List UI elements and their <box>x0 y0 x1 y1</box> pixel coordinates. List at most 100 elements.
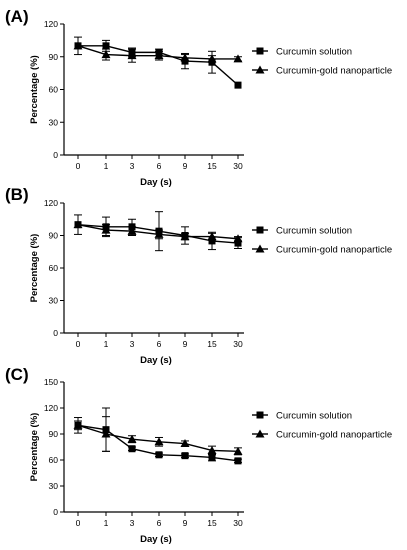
data-point <box>180 53 190 62</box>
legend-label: Curcumin solution <box>276 47 352 58</box>
x-tick-label: 30 <box>233 339 243 349</box>
series-curcumin-gold-nanoparticle <box>73 41 243 63</box>
data-point <box>73 420 83 429</box>
x-tick-label: 15 <box>207 339 217 349</box>
panel-label: (B) <box>5 185 29 204</box>
x-tick-label: 0 <box>76 161 81 171</box>
data-point <box>208 453 216 461</box>
x-tick-label: 9 <box>183 339 188 349</box>
data-point <box>233 54 243 63</box>
data-point <box>102 42 110 50</box>
series-curcumin-solution <box>74 211 242 252</box>
y-axis-title: Percentage (%) <box>29 55 40 124</box>
y-tick-label: 0 <box>53 507 58 517</box>
y-tick-label: 0 <box>53 150 58 160</box>
y-tick-label: 60 <box>49 263 59 273</box>
data-point <box>234 239 242 247</box>
y-tick-label: 0 <box>53 328 58 338</box>
x-tick-label: 30 <box>233 518 243 528</box>
legend-entry: Curcumin-gold nanoparticle <box>252 244 392 256</box>
legend-entry: Curcumin solution <box>252 411 352 422</box>
x-tick-label: 30 <box>233 161 243 171</box>
x-tick-label: 1 <box>104 518 109 528</box>
data-point <box>128 445 136 453</box>
series-curcumin-solution <box>74 407 242 465</box>
y-axis-title: Percentage (%) <box>29 234 40 303</box>
legend-marker <box>255 65 265 74</box>
data-point <box>154 437 164 446</box>
panel-label: (A) <box>5 7 29 26</box>
y-tick-label: 30 <box>49 481 59 491</box>
data-point <box>127 434 137 443</box>
data-point <box>233 234 243 243</box>
data-point <box>233 446 243 455</box>
data-point <box>154 229 164 238</box>
legend-entry: Curcumin-gold nanoparticle <box>252 429 392 441</box>
y-tick-label: 120 <box>44 19 58 29</box>
legend-label: Curcumin-gold nanoparticle <box>276 66 392 77</box>
x-axis-title: Day (s) <box>140 177 172 188</box>
y-tick-label: 120 <box>44 198 58 208</box>
data-point <box>73 41 83 50</box>
x-tick-label: 6 <box>157 339 162 349</box>
data-point <box>207 445 217 454</box>
y-axis-title: Percentage (%) <box>29 413 40 482</box>
y-tick-label: 120 <box>44 403 58 413</box>
legend-label: Curcumin solution <box>276 411 352 422</box>
y-tick-label: 60 <box>49 455 59 465</box>
data-point <box>154 51 164 60</box>
x-tick-label: 9 <box>183 161 188 171</box>
x-tick-label: 15 <box>207 518 217 528</box>
legend-marker <box>256 411 264 419</box>
data-point <box>101 225 111 234</box>
chart-panel-3: (C) 0 30 60 90 120 150 0 1 3 6 9 15 30 Day (s) Percenta… <box>5 365 392 545</box>
x-tick-label: 15 <box>207 161 217 171</box>
data-point <box>208 237 216 245</box>
legend-marker <box>255 429 265 438</box>
data-point <box>180 232 190 241</box>
x-tick-label: 3 <box>130 518 135 528</box>
y-tick-label: 60 <box>49 85 59 95</box>
x-tick-label: 3 <box>130 161 135 171</box>
x-tick-label: 1 <box>104 161 109 171</box>
x-tick-label: 6 <box>157 161 162 171</box>
data-point <box>127 226 137 235</box>
data-point <box>234 81 242 89</box>
data-point <box>127 51 137 60</box>
y-tick-label: 90 <box>49 429 59 439</box>
legend-marker <box>256 226 264 234</box>
x-tick-label: 9 <box>183 518 188 528</box>
y-tick-label: 150 <box>44 377 58 387</box>
legend-marker <box>256 47 264 55</box>
legend-entry: Curcumin solution <box>252 226 352 237</box>
data-point <box>234 457 242 465</box>
y-tick-label: 90 <box>49 231 59 241</box>
data-point <box>180 439 190 448</box>
data-point <box>155 451 163 459</box>
data-point <box>207 54 217 63</box>
x-tick-label: 6 <box>157 518 162 528</box>
chart-panel-2: (B) 0 30 60 90 120 0 1 3 6 9 15 30 Day (s) Percentage … <box>5 185 392 366</box>
x-tick-label: 0 <box>76 518 81 528</box>
data-point <box>181 452 189 460</box>
y-tick-label: 90 <box>49 52 59 62</box>
legend-marker <box>255 244 265 253</box>
data-point <box>101 429 111 438</box>
series-curcumin-gold-nanoparticle <box>73 416 243 456</box>
legend-entry: Curcumin solution <box>252 47 352 58</box>
x-tick-label: 3 <box>130 339 135 349</box>
y-tick-label: 30 <box>49 117 59 127</box>
x-tick-label: 1 <box>104 339 109 349</box>
legend-label: Curcumin-gold nanoparticle <box>276 245 392 256</box>
data-point <box>101 50 111 59</box>
legend-label: Curcumin-gold nanoparticle <box>276 430 392 441</box>
chart-panel-1: (A) 0 30 60 90 120 0 1 3 6 9 15 30 Day (s) Percentage … <box>5 7 392 188</box>
panel-label: (C) <box>5 365 29 384</box>
x-axis-title: Day (s) <box>140 355 172 366</box>
x-axis-title: Day (s) <box>140 534 172 545</box>
data-point <box>207 232 217 241</box>
series-curcumin-gold-nanoparticle <box>73 220 243 243</box>
series-curcumin-solution <box>74 36 242 89</box>
x-tick-label: 0 <box>76 339 81 349</box>
